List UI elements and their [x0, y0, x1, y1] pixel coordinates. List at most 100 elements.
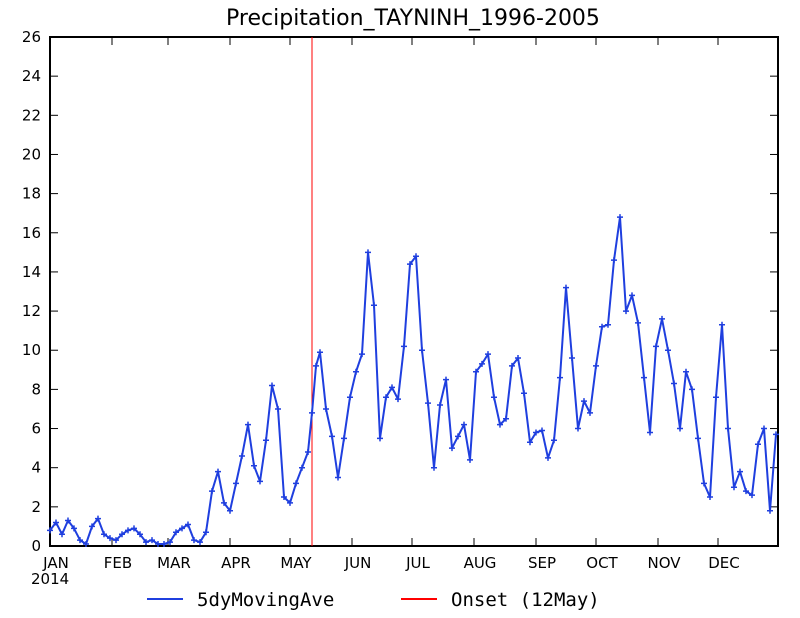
data-point — [725, 425, 731, 432]
data-point — [641, 374, 647, 381]
data-point — [269, 382, 275, 389]
data-point — [539, 427, 545, 434]
data-point — [317, 349, 323, 356]
data-point — [695, 435, 701, 442]
data-point — [137, 531, 143, 538]
data-point — [383, 394, 389, 401]
data-point — [281, 494, 287, 501]
x-tick-label: AUG — [464, 554, 497, 572]
data-point — [167, 539, 173, 546]
y-tick-label: 24 — [22, 67, 41, 85]
data-point — [191, 537, 197, 544]
y-tick-label: 14 — [22, 263, 41, 281]
data-point — [437, 402, 443, 409]
data-point — [533, 429, 539, 436]
data-point — [239, 452, 245, 459]
data-point — [683, 368, 689, 375]
data-point — [749, 492, 755, 499]
data-point — [155, 541, 161, 548]
data-point — [107, 535, 113, 542]
data-point — [449, 445, 455, 452]
x-tick-label: JUL — [405, 554, 430, 572]
data-point — [773, 431, 779, 438]
data-point — [443, 376, 449, 383]
data-point — [389, 384, 395, 391]
data-point — [401, 343, 407, 350]
series-line-5dymovingave — [49, 216, 777, 545]
data-point — [473, 368, 479, 375]
data-point — [59, 531, 65, 538]
legend-label-onset: Onset (12May) — [451, 589, 600, 611]
data-point — [413, 253, 419, 260]
data-point — [425, 400, 431, 407]
data-point — [587, 409, 593, 416]
x-tick-label: SEP — [528, 554, 556, 572]
data-point — [359, 351, 365, 358]
y-tick-label: 8 — [31, 380, 41, 398]
y-tick-label: 16 — [22, 224, 41, 242]
series-5dymovingave — [47, 214, 779, 548]
data-point — [599, 323, 605, 330]
data-point — [77, 537, 83, 544]
data-point — [53, 519, 59, 526]
legend-label-5dymovingave: 5dyMovingAve — [197, 589, 334, 611]
x-tick-label: JUN — [344, 554, 372, 572]
data-point — [611, 257, 617, 264]
data-point — [719, 321, 725, 328]
data-point — [83, 541, 89, 548]
data-point — [185, 521, 191, 528]
data-point — [593, 362, 599, 369]
data-point — [503, 415, 509, 422]
data-point — [221, 499, 227, 506]
y-tick-label: 20 — [22, 145, 41, 163]
data-point — [467, 456, 473, 463]
data-point — [563, 284, 569, 291]
data-point — [263, 437, 269, 444]
data-point — [143, 539, 149, 546]
x-tick-label: MAR — [157, 554, 191, 572]
data-point — [761, 425, 767, 432]
data-point — [545, 454, 551, 461]
data-point — [71, 525, 77, 532]
data-point — [713, 394, 719, 401]
y-tick-label: 26 — [22, 28, 41, 46]
y-tick-label: 10 — [22, 341, 41, 359]
data-point — [335, 474, 341, 481]
data-point — [461, 421, 467, 428]
x-tick-label: MAY — [280, 554, 312, 572]
data-point — [509, 362, 515, 369]
data-point — [287, 499, 293, 506]
data-point — [377, 435, 383, 442]
data-point — [209, 488, 215, 495]
x-axis: JAN FEB MAR APR MAY JUN JUL AUG SEP OCT NOV DEC — [42, 37, 740, 572]
data-point — [497, 421, 503, 428]
x-year-label: 2014 — [31, 570, 69, 588]
data-point — [629, 292, 635, 299]
x-tick-label: OCT — [586, 554, 618, 572]
data-point — [689, 386, 695, 393]
data-point — [329, 433, 335, 440]
y-tick-label: 6 — [31, 420, 41, 438]
data-point — [95, 515, 101, 522]
data-point — [347, 394, 353, 401]
data-point — [197, 539, 203, 546]
data-point — [647, 429, 653, 436]
data-point — [731, 484, 737, 491]
y-tick-label: 4 — [31, 459, 41, 477]
data-point — [323, 405, 329, 412]
legend: 5dyMovingAve Onset (12May) — [147, 589, 600, 611]
data-point — [653, 343, 659, 350]
data-point — [47, 527, 53, 534]
y-tick-label: 12 — [22, 302, 41, 320]
data-point — [755, 441, 761, 448]
data-point — [101, 531, 107, 538]
data-point — [455, 433, 461, 440]
data-point — [215, 468, 221, 475]
data-point — [605, 321, 611, 328]
x-tick-label: JAN — [42, 554, 69, 572]
data-point — [395, 396, 401, 403]
data-point — [341, 435, 347, 442]
data-point — [617, 214, 623, 221]
data-point — [275, 405, 281, 412]
